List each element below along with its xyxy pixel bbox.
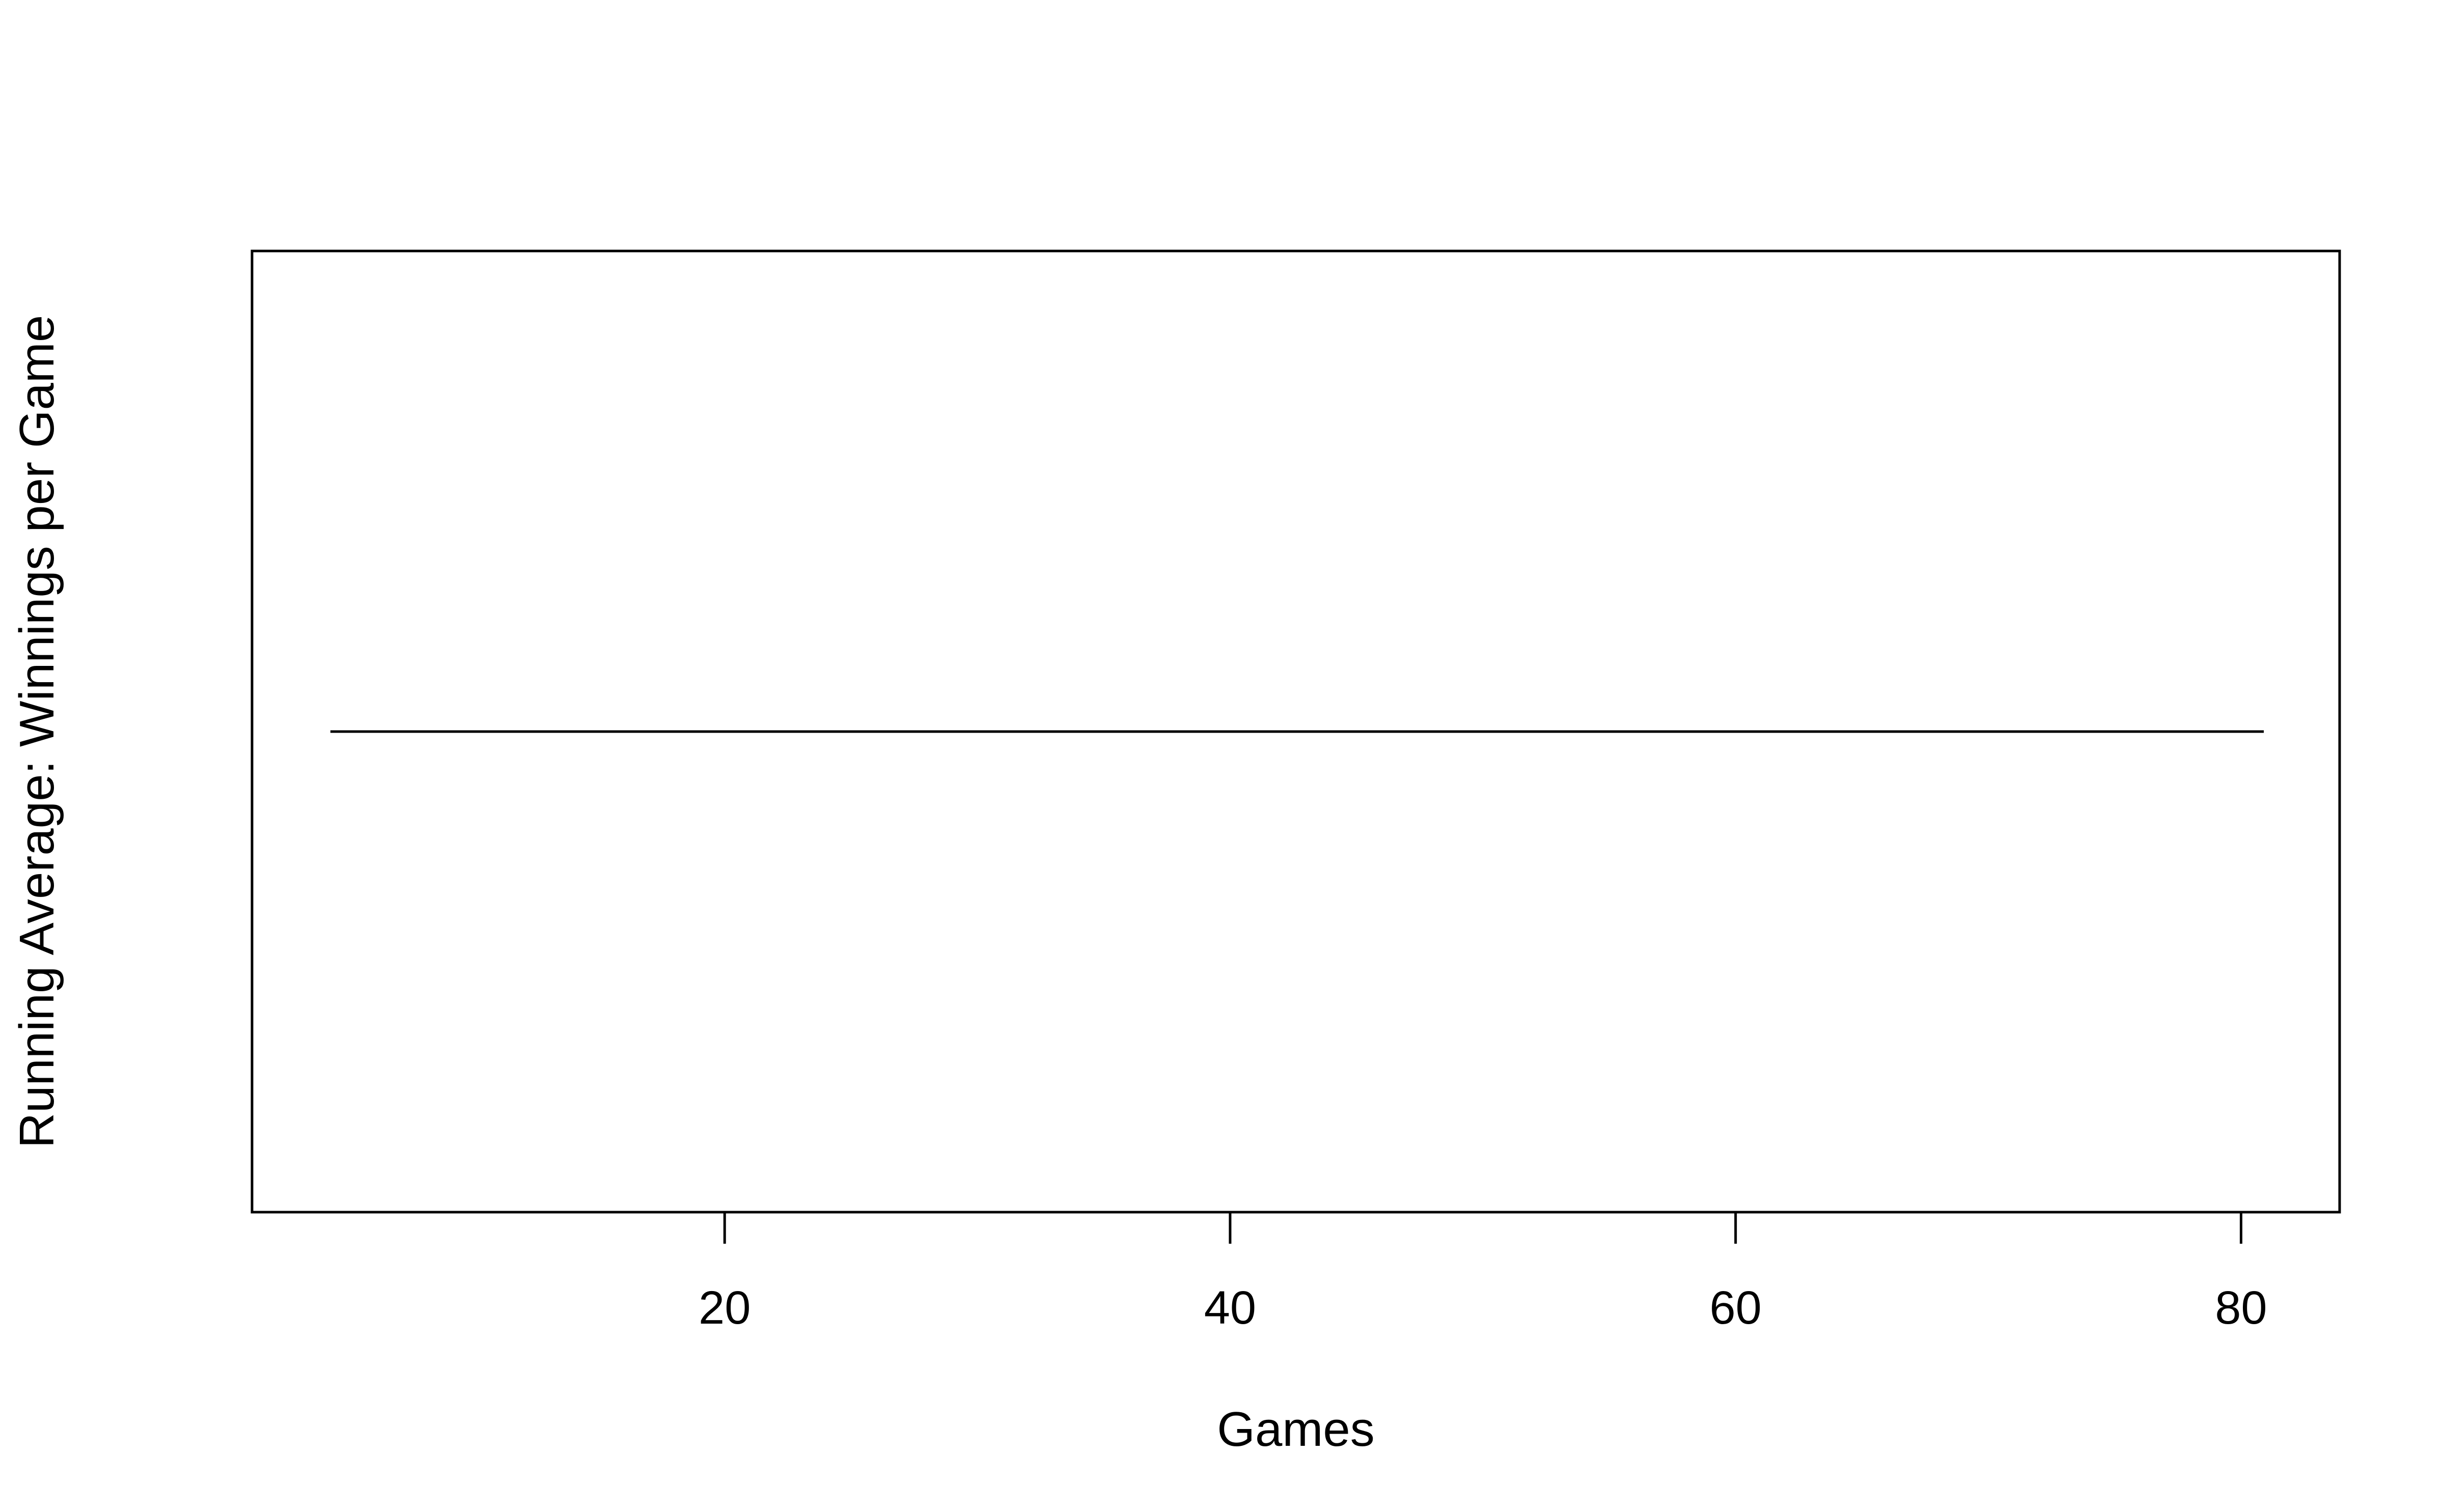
y-axis-title: Running Average: Winnings per Game [10, 315, 64, 1149]
x-tick-label: 80 [2215, 1282, 2267, 1334]
x-tick-label: 20 [699, 1282, 751, 1334]
x-axis: 20 40 60 80 [699, 1212, 2267, 1334]
x-tick-label: 60 [1710, 1282, 1762, 1334]
x-tick-label: 40 [1204, 1282, 1256, 1334]
x-axis-title: Games [1217, 1402, 1374, 1457]
plot-frame [251, 249, 2341, 1214]
